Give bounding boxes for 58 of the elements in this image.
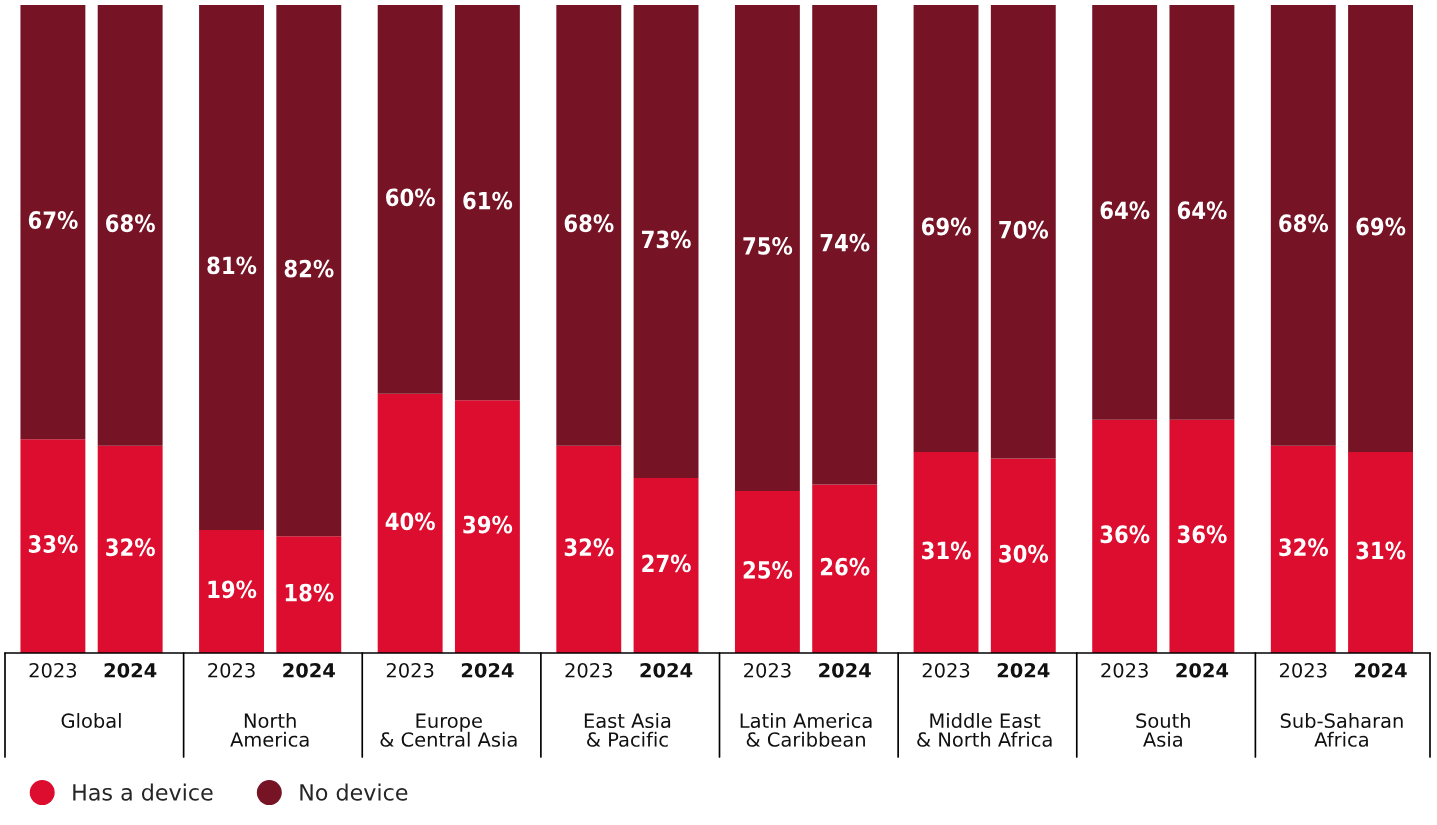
legend-label: No device: [300, 783, 408, 801]
data-label: 26%: [820, 557, 870, 576]
data-label: 36%: [1100, 525, 1150, 544]
x-tick-label: 2023: [744, 662, 791, 678]
data-label: 36%: [1177, 525, 1227, 544]
x-tick-label: 2023: [1101, 662, 1148, 678]
x-tick-label: 2024: [283, 662, 335, 678]
x-tick-label: 2024: [997, 662, 1050, 678]
data-label: 82%: [284, 259, 334, 278]
data-label: 27%: [642, 554, 691, 573]
data-label: 32%: [106, 538, 155, 557]
text: North America: [230, 713, 309, 747]
data-label: 19%: [208, 580, 257, 599]
text: South Asia: [1136, 713, 1190, 747]
data-label: 33%: [28, 535, 78, 553]
data-label: 68%: [106, 214, 155, 233]
data-label: 60%: [386, 188, 435, 207]
data-label: 25%: [743, 560, 793, 579]
data-label: 32%: [1279, 538, 1329, 557]
x-tick-label: 2023: [565, 662, 612, 678]
data-label: 32%: [564, 538, 614, 557]
text: East Asia & Pacific: [584, 713, 671, 747]
data-label: 68%: [1279, 214, 1329, 233]
text: Sub-Saharan Africa: [1280, 713, 1403, 747]
data-label: 31%: [922, 541, 971, 560]
x-tick-label: 2024: [819, 662, 871, 678]
x-tick-label: 2024: [461, 662, 514, 678]
text: Middle East & North Africa: [917, 713, 1052, 747]
data-label: 74%: [820, 233, 870, 252]
text: Europe & Central Asia: [380, 713, 517, 747]
x-tick-label: 2023: [1279, 662, 1327, 678]
data-label: 61%: [463, 191, 513, 210]
x-tick-label: 2024: [104, 662, 157, 678]
x-tick-label: 2024: [1355, 662, 1407, 678]
x-tick-label: 2024: [640, 662, 693, 678]
x-tick-label: 2023: [208, 662, 255, 678]
data-label: 73%: [642, 230, 691, 249]
data-label: 75%: [743, 236, 793, 255]
data-label: 68%: [564, 214, 614, 233]
x-tick-label: 2023: [29, 662, 77, 678]
data-label: 67%: [28, 211, 78, 229]
data-label: 64%: [1177, 201, 1227, 220]
x-tick-label: 2023: [386, 662, 434, 678]
data-label: 81%: [207, 256, 257, 275]
x-tick-label: 2023: [922, 662, 970, 678]
text: Global: [61, 713, 121, 729]
legend-label: Has a device: [73, 783, 213, 801]
text: Latin America & Caribbean: [740, 713, 872, 747]
data-label: 30%: [999, 544, 1049, 563]
data-label: 69%: [1356, 217, 1406, 236]
data-label: 31%: [1356, 541, 1406, 560]
x-tick-label: 2024: [1176, 662, 1229, 678]
data-label: 70%: [999, 220, 1049, 239]
data-label: 39%: [463, 515, 513, 534]
data-label: 69%: [921, 217, 971, 236]
data-label: 64%: [1100, 201, 1150, 220]
data-label: 40%: [385, 512, 435, 531]
data-label: 18%: [285, 583, 334, 602]
